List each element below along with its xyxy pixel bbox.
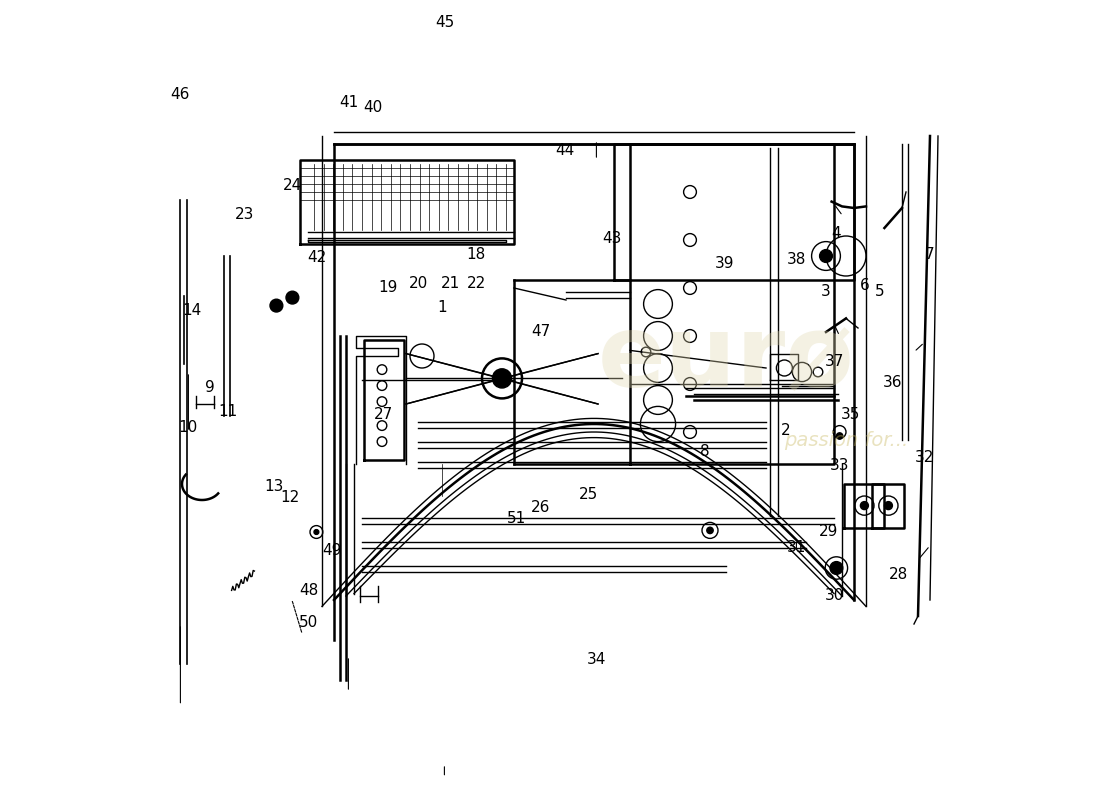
Text: 35: 35 xyxy=(840,407,860,422)
Text: 29: 29 xyxy=(818,525,838,539)
Text: 33: 33 xyxy=(829,458,849,473)
Text: 24: 24 xyxy=(283,178,302,193)
Text: 46: 46 xyxy=(170,87,190,102)
Text: 8: 8 xyxy=(700,445,710,459)
Text: eurø: eurø xyxy=(597,311,855,409)
Text: 36: 36 xyxy=(882,375,902,390)
Circle shape xyxy=(270,299,283,312)
Text: 30: 30 xyxy=(824,589,844,603)
Text: 1: 1 xyxy=(437,301,447,315)
Text: 37: 37 xyxy=(824,354,844,369)
Circle shape xyxy=(286,291,299,304)
Text: 34: 34 xyxy=(586,653,606,667)
Text: passion for...: passion for... xyxy=(784,430,909,450)
Text: 42: 42 xyxy=(307,250,326,265)
Text: 49: 49 xyxy=(322,543,342,558)
Circle shape xyxy=(820,250,833,262)
Text: 11: 11 xyxy=(219,405,238,419)
Text: 26: 26 xyxy=(530,501,550,515)
Text: 28: 28 xyxy=(889,567,908,582)
Text: 32: 32 xyxy=(915,450,934,465)
Text: 25: 25 xyxy=(579,487,598,502)
Text: 44: 44 xyxy=(554,143,574,158)
Text: 10: 10 xyxy=(179,421,198,435)
Text: 9: 9 xyxy=(205,381,214,395)
Circle shape xyxy=(836,433,843,439)
Text: 45: 45 xyxy=(434,15,454,30)
Text: 21: 21 xyxy=(440,277,460,291)
Text: 27: 27 xyxy=(374,407,393,422)
Text: 43: 43 xyxy=(603,231,623,246)
Text: 39: 39 xyxy=(715,257,734,271)
Circle shape xyxy=(830,562,843,574)
Text: 38: 38 xyxy=(786,253,806,267)
Circle shape xyxy=(884,502,892,510)
Text: 41: 41 xyxy=(339,95,358,110)
Text: 19: 19 xyxy=(378,281,398,295)
Circle shape xyxy=(707,527,713,534)
Circle shape xyxy=(493,369,512,388)
Circle shape xyxy=(860,502,868,510)
Text: 6: 6 xyxy=(859,278,869,293)
Text: 7: 7 xyxy=(925,247,935,262)
Text: 47: 47 xyxy=(531,325,550,339)
Text: 3: 3 xyxy=(821,285,830,299)
Text: 40: 40 xyxy=(363,101,382,115)
Text: 50: 50 xyxy=(299,615,318,630)
Text: 31: 31 xyxy=(786,541,806,555)
Text: 18: 18 xyxy=(466,247,486,262)
Text: 12: 12 xyxy=(280,490,299,505)
Text: 22: 22 xyxy=(466,277,486,291)
Text: 51: 51 xyxy=(507,511,526,526)
Circle shape xyxy=(314,530,319,534)
Text: 2: 2 xyxy=(781,423,791,438)
Text: 4: 4 xyxy=(832,226,842,241)
Text: 13: 13 xyxy=(264,479,284,494)
Text: 5: 5 xyxy=(874,285,884,299)
Text: 23: 23 xyxy=(234,207,254,222)
Text: 48: 48 xyxy=(299,583,318,598)
Text: 20: 20 xyxy=(408,277,428,291)
Text: 14: 14 xyxy=(182,303,201,318)
